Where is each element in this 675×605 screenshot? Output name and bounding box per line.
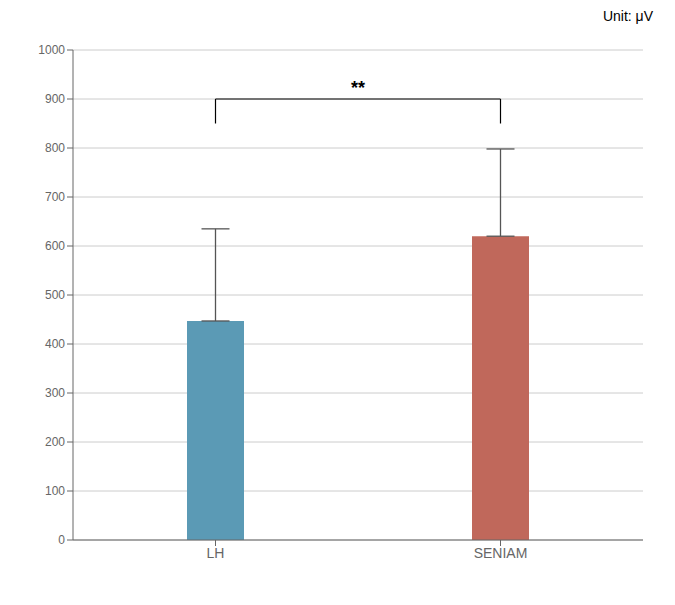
svg-text:900: 900 — [45, 92, 65, 106]
svg-text:**: ** — [351, 78, 365, 98]
html-text:Unit: μV: Unit: μV — [602, 8, 653, 24]
svg-text:LH: LH — [207, 545, 225, 561]
svg-text:100: 100 — [45, 484, 65, 498]
svg-text:SENIAM: SENIAM — [474, 545, 528, 561]
svg-text:1000: 1000 — [38, 43, 65, 57]
svg-text:0: 0 — [58, 533, 65, 547]
svg-text:400: 400 — [45, 337, 65, 351]
svg-text:600: 600 — [45, 239, 65, 253]
svg-text:300: 300 — [45, 386, 65, 400]
svg-text:800: 800 — [45, 141, 65, 155]
svg-text:500: 500 — [45, 288, 65, 302]
svg-text:200: 200 — [45, 435, 65, 449]
svg-text:700: 700 — [45, 190, 65, 204]
